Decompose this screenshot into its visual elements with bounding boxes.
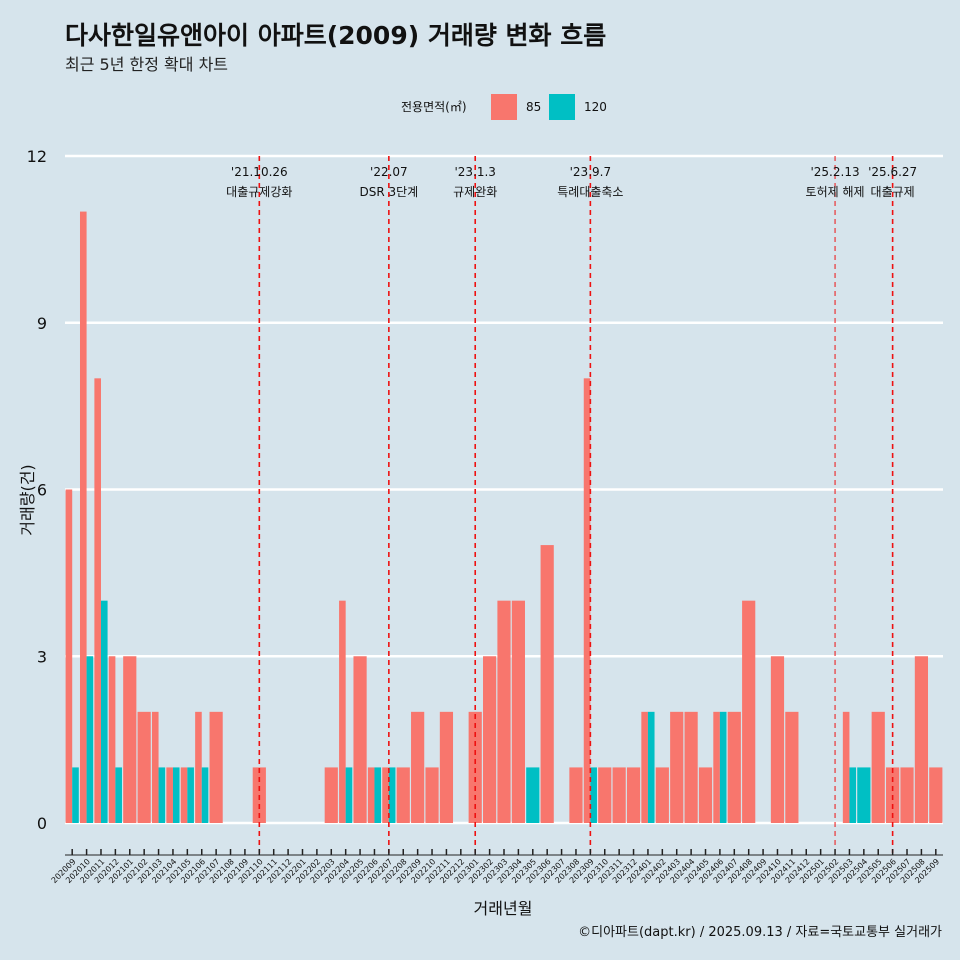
bar-85-202503: [842, 711, 850, 823]
bar-85-202012: [108, 656, 116, 823]
bar-85-202404: [684, 711, 698, 823]
bar-120-202401: [647, 711, 655, 823]
bar-85-202301: [468, 711, 482, 823]
bar-85-202405: [698, 767, 713, 823]
bar-120-202406: [719, 711, 727, 823]
legend-swatch-120: [549, 94, 575, 120]
y-axis-title: 거래량(건): [18, 464, 37, 535]
bar-120-202504: [857, 767, 871, 823]
bar-85-202206: [367, 767, 375, 823]
bar-120-202305: [526, 767, 540, 823]
bar-85-202203: [324, 767, 338, 823]
bar-85-202102: [137, 711, 151, 823]
chart-title: 다사한일유앤아이 아파트(2009) 거래량 변화 흐름: [65, 21, 606, 50]
bar-120-202204: [345, 767, 353, 823]
event-name-label: 토허제 해제: [806, 185, 865, 199]
bar-120-202012: [115, 767, 122, 823]
legend-label-85: 85: [526, 100, 541, 114]
bar-85-202010: [79, 211, 87, 824]
event-date-label: '25.6.27: [868, 165, 917, 179]
bar-85-202011: [94, 378, 101, 823]
x-axis-title: 거래년월: [474, 899, 533, 918]
bar-85-202207: [382, 767, 389, 823]
bar-85-202209: [411, 711, 425, 823]
bar-85-202411: [785, 711, 799, 823]
bar-120-202104: [172, 767, 180, 823]
bar-85-202306: [540, 545, 554, 823]
event-date-label: '25.2.13: [810, 165, 859, 179]
bar-85-202211: [439, 711, 454, 823]
bar-85-202208: [396, 767, 410, 823]
event-date-label: '23.1.3: [454, 165, 495, 179]
event-name-label: 대출규제: [871, 185, 915, 199]
bar-85-202205: [353, 656, 367, 823]
legend: 전용면적(㎡) 85 120: [401, 94, 607, 120]
y-tick-label: 12: [27, 147, 47, 166]
bar-85-202308: [569, 767, 583, 823]
bar-85-202507: [900, 767, 914, 823]
bar-85-202508: [914, 656, 929, 823]
event-name-label: 대출규제강화: [226, 185, 292, 199]
bar-120-202309: [590, 767, 597, 823]
y-tick-label: 0: [37, 814, 47, 833]
bar-85-202403: [670, 711, 684, 823]
event-markers: '21.10.26 대출규제강화 '22.07 DSR 3단계 '23.1.3 규제완화 '…: [226, 156, 917, 853]
event-date-label: '22.07: [370, 165, 408, 179]
x-axis: 2020092020102020112020122021012021022021…: [50, 849, 943, 885]
bar-85-202103: [151, 711, 159, 823]
bar-85-202406: [713, 711, 720, 823]
bar-120-202206: [374, 767, 382, 823]
bar-120-202103: [158, 767, 166, 823]
bar-85-202309: [583, 378, 591, 823]
bars: [65, 211, 943, 824]
bar-120-202106: [201, 767, 209, 823]
bar-85-202402: [655, 767, 669, 823]
bar-85-202106: [195, 711, 202, 823]
bar-85-202407: [727, 711, 741, 823]
bar-120-202011: [100, 600, 108, 823]
event-name-label: DSR 3단계: [359, 185, 418, 199]
bar-85-202304: [511, 600, 525, 823]
bar-85-202410: [770, 656, 785, 823]
chart-subtitle: 최근 5년 한정 확대 차트: [65, 55, 228, 74]
bar-120-202207: [388, 767, 396, 823]
bar-85-202408: [742, 600, 756, 823]
bar-85-202204: [339, 600, 346, 823]
event-date-label: '21.10.26: [231, 165, 288, 179]
bar-85-202509: [929, 767, 943, 823]
bar-85-202107: [209, 711, 223, 823]
legend-swatch-85: [491, 94, 517, 120]
bar-85-202505: [871, 711, 885, 823]
y-tick-label: 3: [37, 647, 47, 666]
bar-85-202210: [425, 767, 439, 823]
event-name-label: 규제완화: [453, 185, 497, 199]
y-axis-ticks: 0 3 6 9 12: [27, 147, 47, 833]
bar-120-202010: [86, 656, 94, 823]
event-name-label: 특례대출축소: [557, 185, 623, 199]
caption: ©디아파트(dapt.kr) / 2025.09.13 / 자료=국토교통부 실…: [578, 925, 942, 940]
bar-85-202311: [612, 767, 626, 823]
bar-85-202101: [123, 656, 137, 823]
bar-85-202401: [641, 711, 648, 823]
bar-120-202503: [849, 767, 857, 823]
bar-120-202009: [72, 767, 79, 823]
bar-85-202009: [65, 489, 73, 823]
y-tick-label: 6: [37, 481, 47, 500]
bar-85-202312: [626, 767, 641, 823]
bar-85-202104: [166, 767, 173, 823]
legend-label-120: 120: [584, 100, 607, 114]
bar-120-202105: [187, 767, 194, 823]
y-tick-label: 9: [37, 314, 47, 333]
bar-85-202105: [180, 767, 188, 823]
bar-85-202310: [598, 767, 612, 823]
bar-85-202303: [497, 600, 511, 823]
bar-85-202302: [483, 656, 497, 823]
event-date-label: '23.9.7: [570, 165, 611, 179]
legend-title: 전용면적(㎡): [401, 100, 467, 114]
